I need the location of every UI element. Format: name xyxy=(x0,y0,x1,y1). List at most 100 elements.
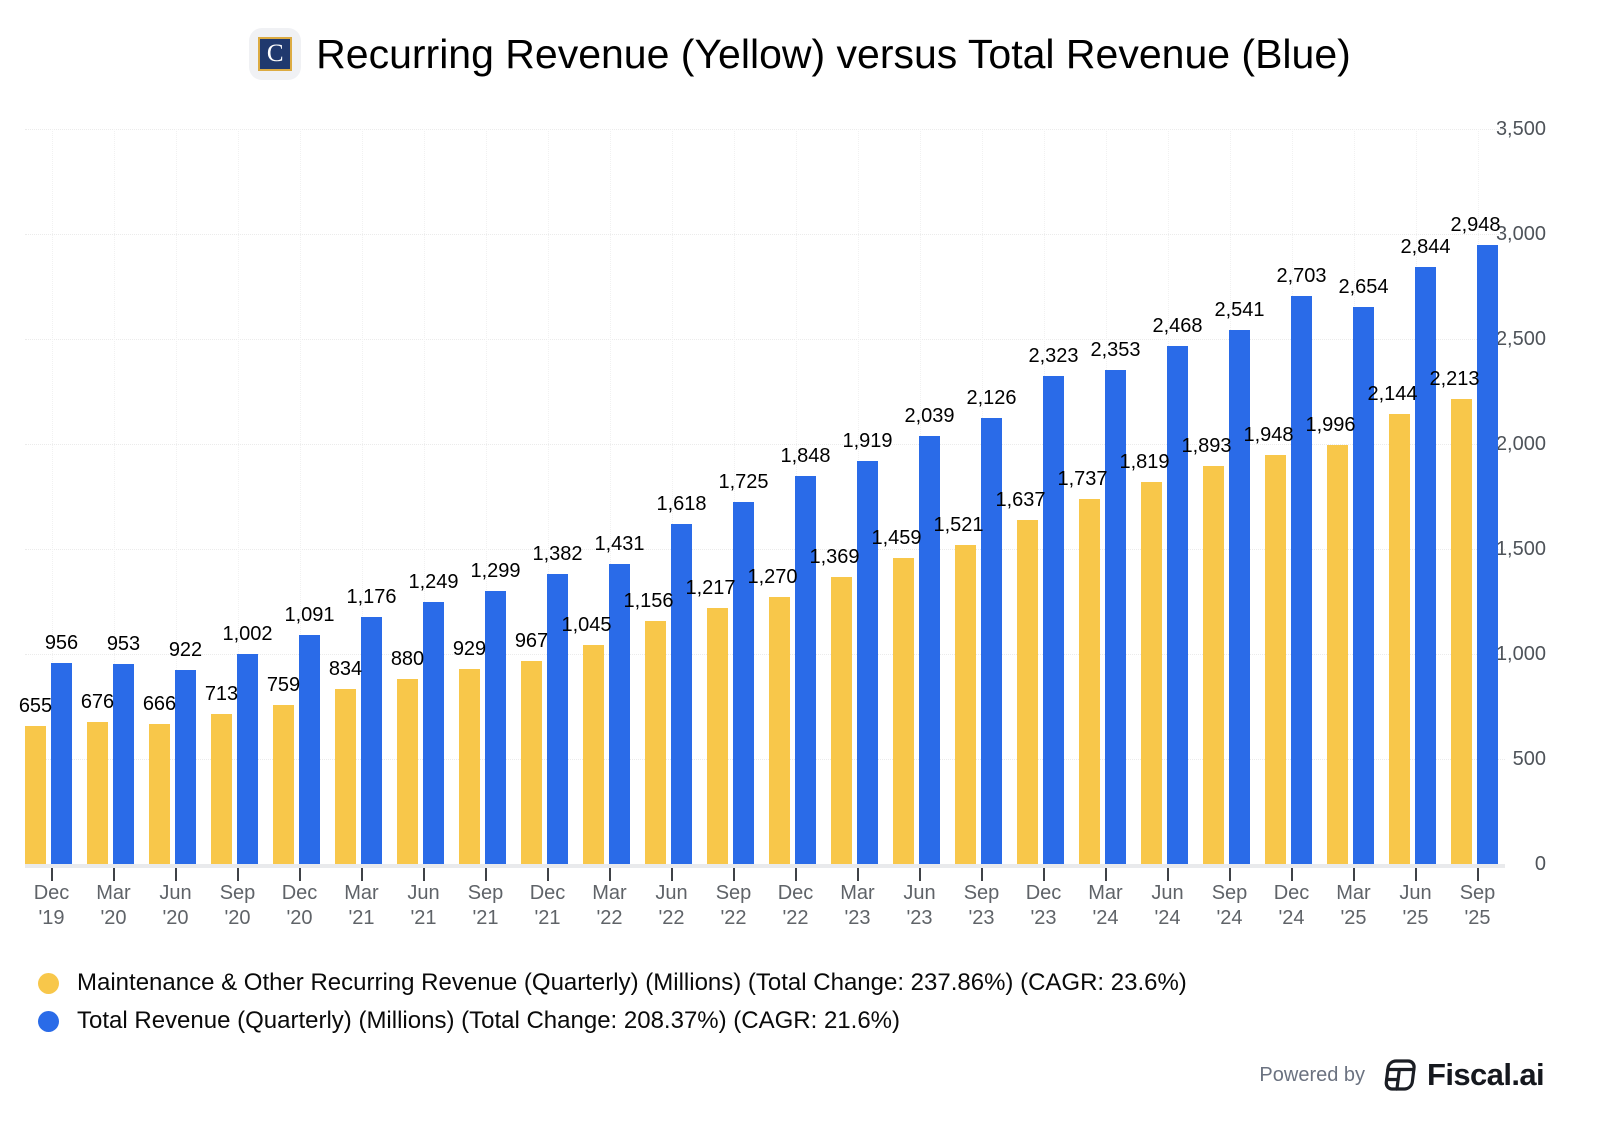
bar-recurring-revenue[interactable] xyxy=(149,724,170,864)
x-tick-label: Dec '24 xyxy=(1273,882,1310,929)
bar-recurring-revenue[interactable] xyxy=(273,704,294,864)
value-label-total: 2,541 xyxy=(1214,299,1265,322)
bar-total-revenue[interactable] xyxy=(361,617,382,864)
x-tick-label: Mar '24 xyxy=(1088,882,1123,929)
bar-total-revenue[interactable] xyxy=(919,435,940,864)
bar-recurring-revenue[interactable] xyxy=(831,576,852,864)
x-tick-label: Sep '20 xyxy=(219,882,256,929)
y-axis-label: 500 xyxy=(1512,748,1546,770)
bar-recurring-revenue[interactable] xyxy=(335,688,356,864)
bar-recurring-revenue[interactable] xyxy=(1079,499,1100,864)
bar-recurring-revenue[interactable] xyxy=(1141,482,1162,864)
gridline-vertical xyxy=(547,129,549,864)
bar-total-revenue[interactable] xyxy=(795,475,816,864)
bar-total-revenue[interactable] xyxy=(1477,244,1498,864)
bar-recurring-revenue[interactable] xyxy=(397,679,418,864)
bar-group xyxy=(397,129,459,864)
legend-item-recurring-revenue[interactable]: Maintenance & Other Recurring Revenue (Q… xyxy=(38,964,1187,1002)
bar-group xyxy=(645,129,707,864)
legend-label-total: Total Revenue (Quarterly) (Millions) (To… xyxy=(77,1007,900,1034)
bar-recurring-revenue[interactable] xyxy=(893,557,914,864)
bar-recurring-revenue[interactable] xyxy=(1265,454,1286,864)
bar-recurring-revenue[interactable] xyxy=(955,544,976,864)
bar-total-revenue[interactable] xyxy=(113,663,134,864)
company-logo-icon: C xyxy=(249,28,302,80)
x-tick xyxy=(422,868,425,881)
bar-total-revenue[interactable] xyxy=(547,573,568,864)
x-tick-label: Jun '20 xyxy=(159,882,192,929)
x-tick xyxy=(236,868,239,881)
bar-total-revenue[interactable] xyxy=(51,663,72,864)
gridline-vertical xyxy=(175,129,177,864)
x-tick-label: Sep '24 xyxy=(1211,882,1248,929)
legend-item-total-revenue[interactable]: Total Revenue (Quarterly) (Millions) (To… xyxy=(38,1002,1187,1040)
value-label-recurring: 1,637 xyxy=(995,489,1046,512)
bar-recurring-revenue[interactable] xyxy=(583,644,604,864)
bar-group xyxy=(25,129,87,864)
bar-total-revenue[interactable] xyxy=(1291,296,1312,864)
bar-group xyxy=(893,129,955,864)
x-tick-label: Sep '21 xyxy=(467,882,504,929)
x-tick-label: Dec '20 xyxy=(281,882,318,929)
value-label-total: 1,176 xyxy=(346,586,397,609)
bar-group xyxy=(1079,129,1141,864)
bar-total-revenue[interactable] xyxy=(485,591,506,864)
bar-recurring-revenue[interactable] xyxy=(521,660,542,864)
x-tick xyxy=(1228,868,1231,881)
x-tick xyxy=(174,868,177,881)
bar-total-revenue[interactable] xyxy=(733,501,754,864)
bar-total-revenue[interactable] xyxy=(175,670,196,864)
x-tick-label: Jun '24 xyxy=(1151,882,1184,929)
value-label-recurring: 834 xyxy=(328,657,363,680)
bar-total-revenue[interactable] xyxy=(1229,330,1250,864)
x-tick-label: Dec '19 xyxy=(33,882,70,929)
bar-group xyxy=(1451,129,1513,864)
bar-total-revenue[interactable] xyxy=(857,461,878,864)
bar-recurring-revenue[interactable] xyxy=(1327,444,1348,864)
x-tick xyxy=(50,868,53,881)
gridline-vertical xyxy=(733,129,735,864)
bar-recurring-revenue[interactable] xyxy=(707,608,728,864)
fiscal-ai-wordmark[interactable]: Fiscal.ai xyxy=(1427,1057,1545,1092)
bar-total-revenue[interactable] xyxy=(299,634,320,864)
bar-recurring-revenue[interactable] xyxy=(1203,466,1224,864)
x-tick-label: Sep '23 xyxy=(963,882,1000,929)
x-tick xyxy=(1042,868,1045,881)
bar-total-revenue[interactable] xyxy=(237,653,258,864)
bar-recurring-revenue[interactable] xyxy=(1389,413,1410,864)
x-tick xyxy=(546,868,549,881)
x-tick xyxy=(1166,868,1169,881)
value-label-recurring: 1,369 xyxy=(809,545,860,568)
value-label-recurring: 929 xyxy=(452,637,487,660)
x-tick xyxy=(112,868,115,881)
bar-recurring-revenue[interactable] xyxy=(211,714,232,864)
bar-group xyxy=(1389,129,1451,864)
bar-recurring-revenue[interactable] xyxy=(25,726,46,864)
value-label-total: 1,919 xyxy=(842,430,893,453)
bar-total-revenue[interactable] xyxy=(1043,376,1064,864)
value-label-recurring: 1,996 xyxy=(1305,413,1356,436)
bar-recurring-revenue[interactable] xyxy=(1017,520,1038,864)
x-axis-line xyxy=(25,864,1505,868)
bar-recurring-revenue[interactable] xyxy=(87,722,108,864)
fiscal-ai-logo-icon xyxy=(1384,1059,1416,1091)
gridline-vertical xyxy=(51,129,53,864)
bar-total-revenue[interactable] xyxy=(1415,266,1436,864)
bar-total-revenue[interactable] xyxy=(1105,369,1126,864)
value-label-recurring: 759 xyxy=(266,673,301,696)
x-tick xyxy=(484,868,487,881)
bar-total-revenue[interactable] xyxy=(671,524,692,864)
bar-recurring-revenue[interactable] xyxy=(1451,399,1472,864)
bar-total-revenue[interactable] xyxy=(609,563,630,864)
x-tick-label: Jun '21 xyxy=(407,882,440,929)
bar-total-revenue[interactable] xyxy=(423,601,444,864)
value-label-recurring: 655 xyxy=(18,695,53,718)
bar-recurring-revenue[interactable] xyxy=(769,597,790,864)
bar-total-revenue[interactable] xyxy=(1167,345,1188,864)
bar-recurring-revenue[interactable] xyxy=(645,621,666,864)
bar-recurring-revenue[interactable] xyxy=(459,668,480,864)
bar-total-revenue[interactable] xyxy=(981,417,1002,864)
bar-total-revenue[interactable] xyxy=(1353,306,1374,864)
bar-group xyxy=(521,129,583,864)
y-axis-label: 2,000 xyxy=(1495,433,1546,455)
